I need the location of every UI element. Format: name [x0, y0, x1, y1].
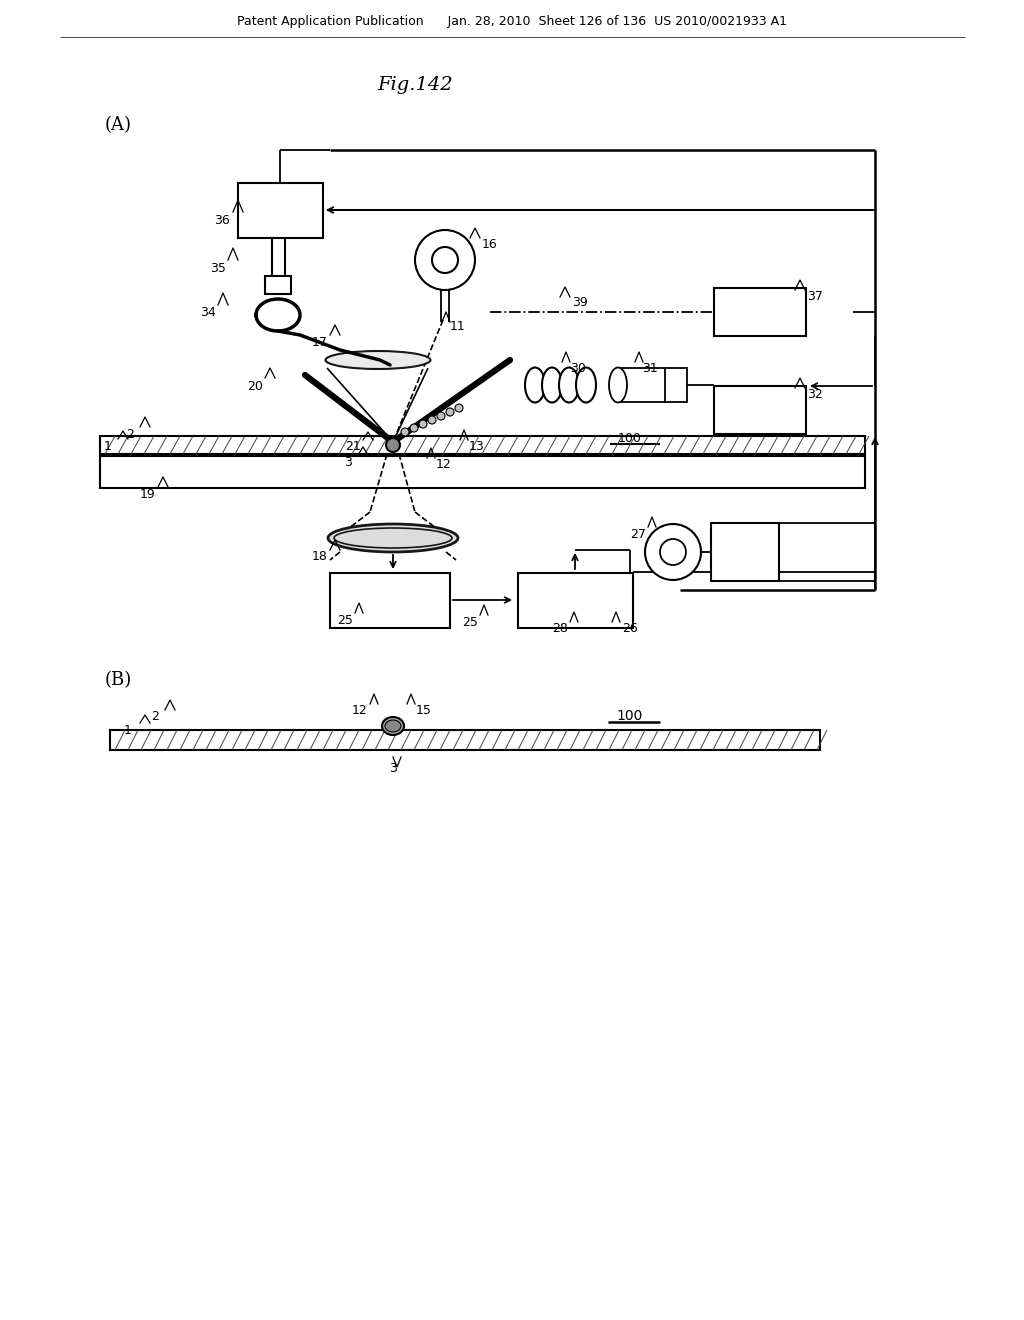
Ellipse shape: [382, 717, 404, 735]
Text: 3: 3: [389, 762, 397, 775]
Bar: [110, 730, 820, 750]
Text: 15: 15: [416, 705, 432, 718]
Text: 100: 100: [616, 709, 643, 723]
Ellipse shape: [559, 367, 579, 403]
Circle shape: [401, 428, 409, 436]
Bar: [665, 368, 687, 403]
Text: 35: 35: [210, 261, 226, 275]
Text: Patent Application Publication      Jan. 28, 2010  Sheet 126 of 136  US 2010/002: Patent Application Publication Jan. 28, …: [237, 16, 787, 29]
Circle shape: [660, 539, 686, 565]
Text: 34: 34: [200, 306, 216, 319]
Text: 27: 27: [630, 528, 646, 540]
Circle shape: [410, 424, 418, 432]
Text: 12: 12: [436, 458, 452, 470]
Ellipse shape: [609, 367, 627, 403]
Bar: [517, 573, 633, 627]
Ellipse shape: [542, 367, 562, 403]
Circle shape: [437, 412, 445, 420]
Text: 37: 37: [807, 290, 823, 304]
Text: 28: 28: [552, 623, 568, 635]
Text: 25: 25: [462, 615, 478, 628]
Text: 12: 12: [352, 705, 368, 718]
Text: 39: 39: [572, 297, 588, 309]
Text: 19: 19: [140, 488, 156, 502]
Text: 2: 2: [152, 710, 159, 723]
Text: 16: 16: [482, 239, 498, 252]
Text: 1: 1: [124, 723, 132, 737]
Circle shape: [645, 524, 701, 579]
Text: 100: 100: [618, 432, 642, 445]
Ellipse shape: [525, 367, 545, 403]
Circle shape: [455, 404, 463, 412]
Circle shape: [446, 408, 454, 416]
Text: 17: 17: [312, 335, 328, 348]
Circle shape: [415, 230, 475, 290]
Text: (A): (A): [104, 116, 131, 135]
Bar: [99, 436, 864, 454]
Text: 20: 20: [247, 380, 263, 392]
Text: 11: 11: [451, 321, 466, 334]
Text: 13: 13: [469, 440, 485, 453]
Bar: [714, 385, 806, 434]
Bar: [714, 288, 806, 337]
Bar: [238, 182, 323, 238]
Text: 32: 32: [807, 388, 823, 401]
Ellipse shape: [575, 367, 596, 403]
Text: 25: 25: [337, 614, 353, 627]
Bar: [330, 573, 450, 627]
Circle shape: [428, 416, 436, 424]
Text: 36: 36: [214, 214, 229, 227]
Circle shape: [419, 420, 427, 428]
Text: (B): (B): [104, 671, 132, 689]
Bar: [711, 523, 779, 581]
Text: 21: 21: [345, 441, 360, 454]
Text: 18: 18: [312, 550, 328, 564]
Text: 2: 2: [126, 428, 134, 441]
Bar: [99, 455, 864, 488]
Text: 30: 30: [570, 362, 586, 375]
Circle shape: [432, 247, 458, 273]
Ellipse shape: [328, 524, 458, 552]
Text: 31: 31: [642, 362, 657, 375]
Circle shape: [386, 438, 400, 451]
Ellipse shape: [326, 351, 430, 370]
Text: Fig.142: Fig.142: [377, 77, 453, 94]
Text: 26: 26: [623, 623, 638, 635]
Bar: [265, 276, 291, 294]
Ellipse shape: [334, 528, 452, 548]
Text: 3: 3: [344, 455, 352, 469]
Ellipse shape: [385, 719, 401, 733]
Text: 1: 1: [104, 440, 112, 453]
